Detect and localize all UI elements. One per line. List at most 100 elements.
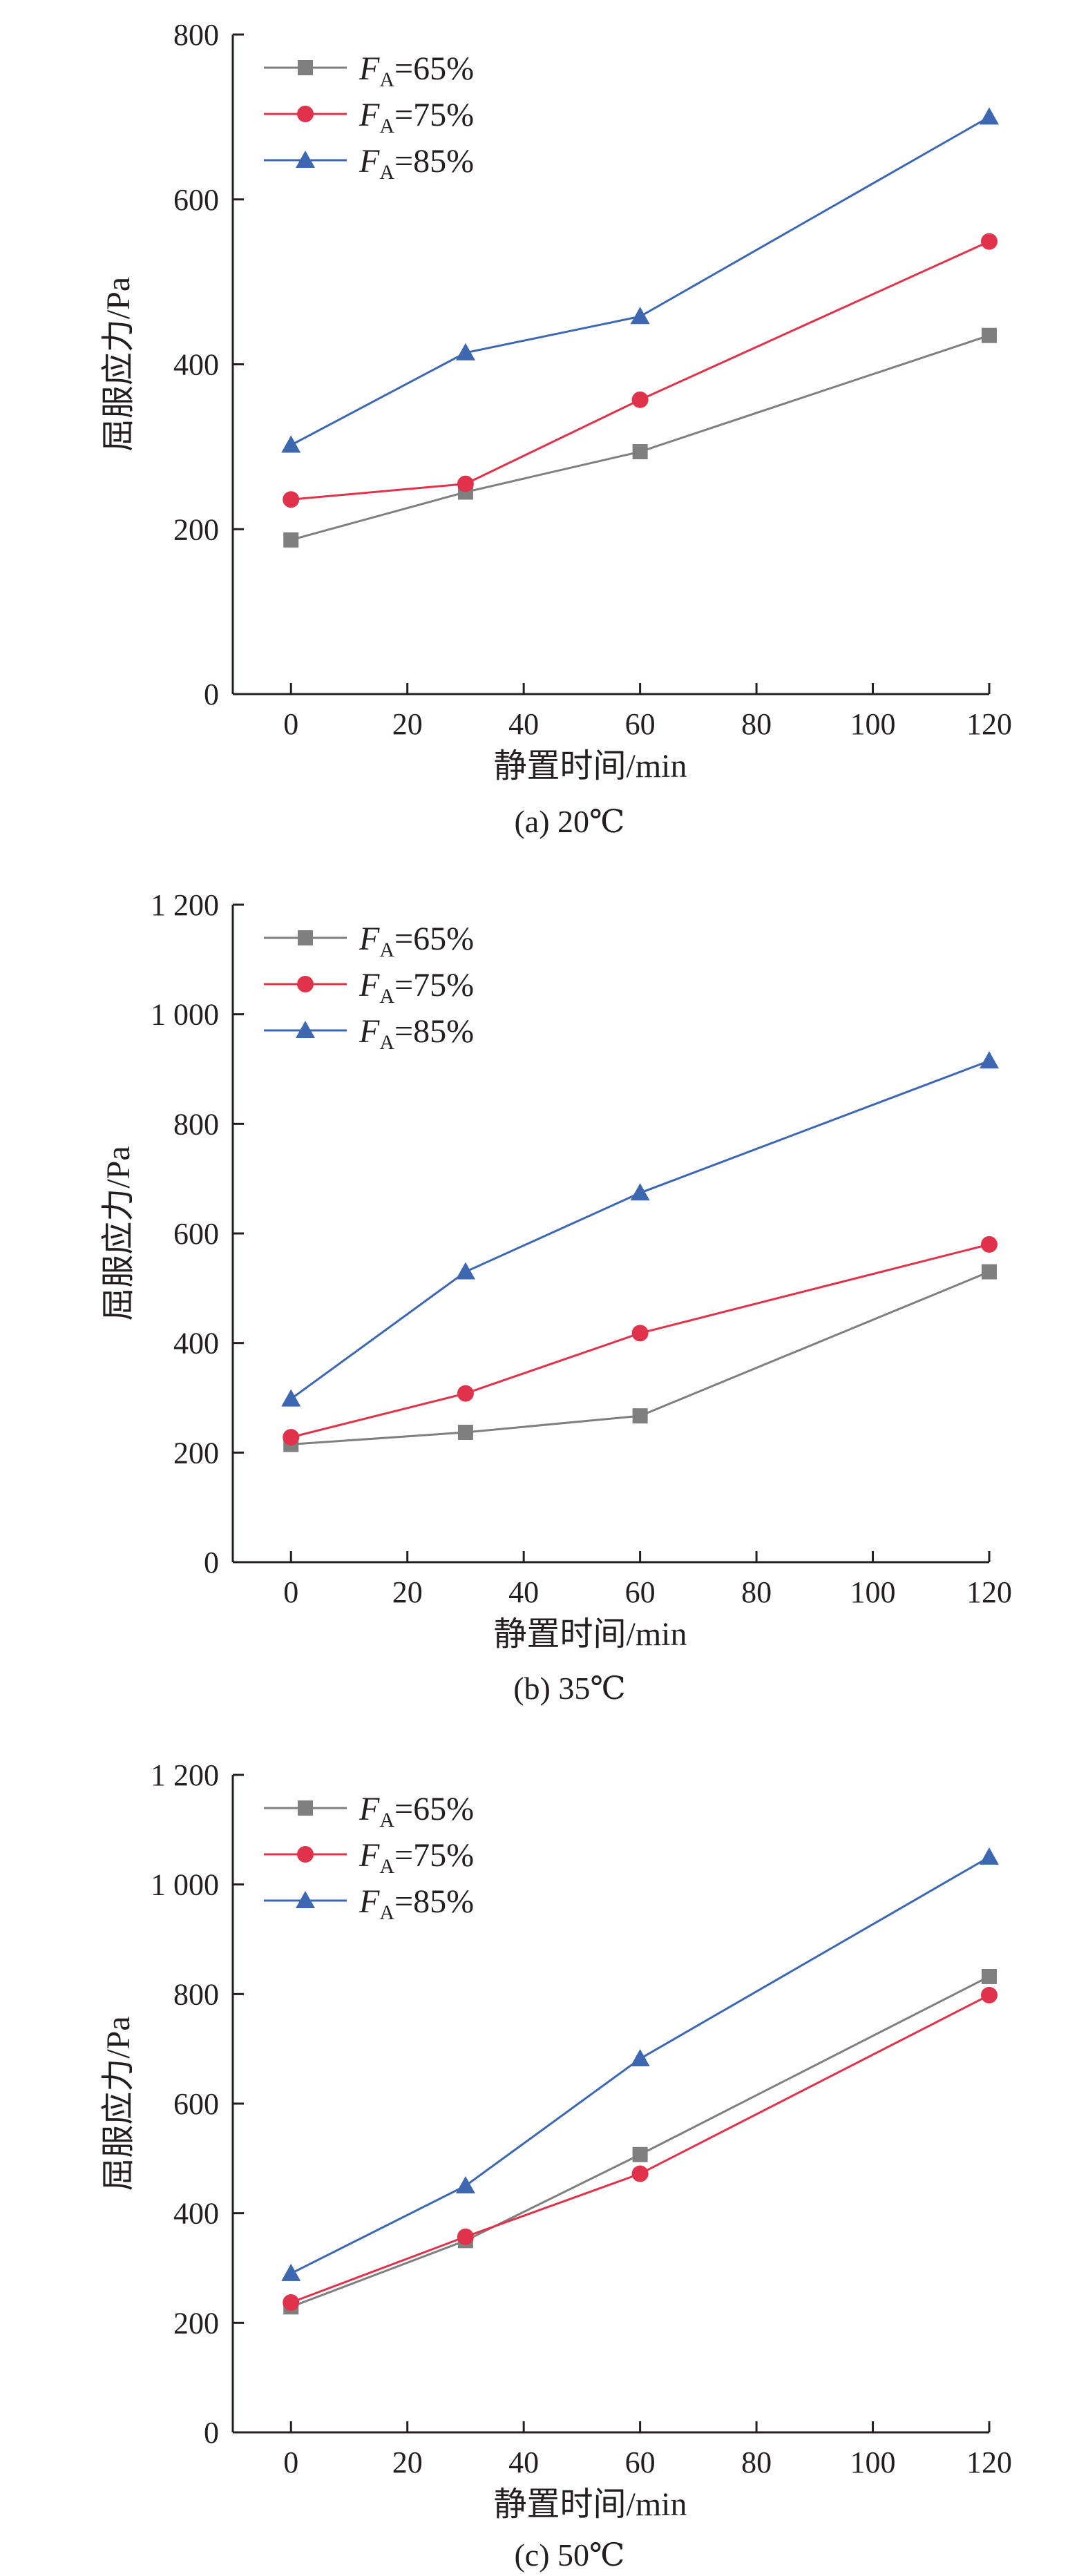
chart-panel-1: 0 200 400 600 800 0 20 40 60 80 100 120 静置时间/min 屈服应力… [100,18,1012,839]
chart-panel-3: 0 200 400 600 800 1 000 1 200 0 20 40 60 80 100 120 静置… [100,1758,1012,2573]
series-line [290,1243,990,1439]
x-axis-title: 静置时间/min [493,748,687,785]
y-tick-label: 1 200 [151,888,219,922]
legend-item-1: FA=65% [264,50,474,91]
legend-label: FA=65% [359,921,474,961]
legend-label: FA=65% [359,1791,474,1832]
legend-item-2: FA=75% [264,1837,474,1878]
x-tick-label: 0 [283,707,298,741]
legend-item-3: FA=85% [264,143,474,184]
series-line [290,1059,990,1400]
x-tick-label: 60 [625,2445,656,2479]
x-tick-label: 120 [966,707,1012,741]
y-tick-label: 200 [173,1436,219,1470]
data-point [630,307,650,325]
data-point [455,2176,475,2193]
data-point [630,1183,650,1201]
y-axis-title: 屈服应力/Pa [100,277,137,452]
data-point [283,1429,300,1446]
legend-item-1: FA=65% [264,921,474,961]
x-tick-label: 120 [966,1575,1012,1609]
x-tick-label: 60 [625,1575,656,1609]
legend-marker [298,930,313,945]
x-tick-label: 100 [850,707,896,741]
y-tick-label: 600 [173,1217,219,1251]
y-axis-title: 屈服应力/Pa [100,2016,137,2191]
data-point [283,491,300,508]
panel-caption: (a) 20℃ [514,804,624,839]
legend-marker [296,1891,315,1908]
x-tick-label: 40 [508,1575,539,1609]
series-3 [281,107,999,453]
x-tick-label: 100 [850,1575,896,1609]
legend-item-1: FA=65% [264,1791,474,1832]
legend-item-3: FA=85% [264,1013,474,1054]
legend-marker [297,106,314,122]
data-point [632,1408,648,1424]
data-point [982,327,997,343]
y-tick-label: 1 200 [151,1758,219,1792]
series-line [290,1975,990,2308]
x-tick-label: 0 [283,1575,298,1609]
data-point [631,1325,649,1342]
series-1 [283,327,997,548]
y-tick-label: 800 [173,1977,219,2011]
series-3 [281,1847,999,2281]
legend-label: FA=85% [359,1013,474,1054]
y-tick-label: 800 [173,1107,219,1141]
data-point [980,1051,999,1069]
data-point [632,444,648,460]
data-point [981,1236,998,1253]
data-point [982,1264,997,1280]
x-tick-label: 80 [741,1575,772,1609]
x-tick-label: 20 [392,2445,423,2479]
panel-caption: (b) 35℃ [513,1671,626,1706]
legend-marker [297,976,314,992]
data-point [630,2048,650,2066]
data-point [457,2228,474,2245]
series-line [290,1994,990,2304]
data-point [982,1968,997,1984]
legend-label: FA=75% [359,1837,474,1878]
data-point [283,2294,300,2311]
x-tick-label: 40 [508,707,539,741]
y-tick-label: 600 [173,2087,219,2121]
x-tick-label: 80 [741,707,772,741]
x-tick-label: 20 [392,1575,423,1609]
data-point [283,532,299,548]
y-tick-label: 800 [173,18,219,52]
x-tick-label: 0 [283,2445,298,2479]
x-tick-label: 20 [392,707,423,741]
series-line [291,1271,990,1445]
data-point [455,1262,475,1280]
data-point [631,391,649,408]
data-point [281,435,301,453]
legend-marker [298,60,313,75]
data-point [455,343,475,361]
series-line [290,1856,990,2275]
y-tick-label: 0 [204,1546,219,1579]
series-2 [283,233,998,508]
data-point [281,1389,301,1407]
series-2 [283,1986,998,2311]
y-tick-label: 0 [204,2416,219,2450]
x-tick-label: 60 [625,707,656,741]
y-tick-label: 200 [173,2306,219,2340]
series-1 [283,1968,997,2315]
x-tick-label: 80 [741,2445,772,2479]
y-tick-label: 400 [173,348,219,382]
series-line [290,116,990,446]
legend-marker [297,1846,314,1863]
legend-label: FA=85% [359,143,474,184]
x-tick-label: 120 [966,2445,1012,2479]
data-point [457,1424,473,1440]
series-3 [281,1051,999,1407]
data-point [631,2165,649,2182]
y-tick-label: 1 000 [151,1868,219,1902]
y-tick-label: 400 [173,2197,219,2231]
legend-label: FA=75% [359,967,474,1008]
legend-item-2: FA=75% [264,967,474,1008]
data-point [980,1847,999,1865]
series-2 [283,1236,998,1446]
